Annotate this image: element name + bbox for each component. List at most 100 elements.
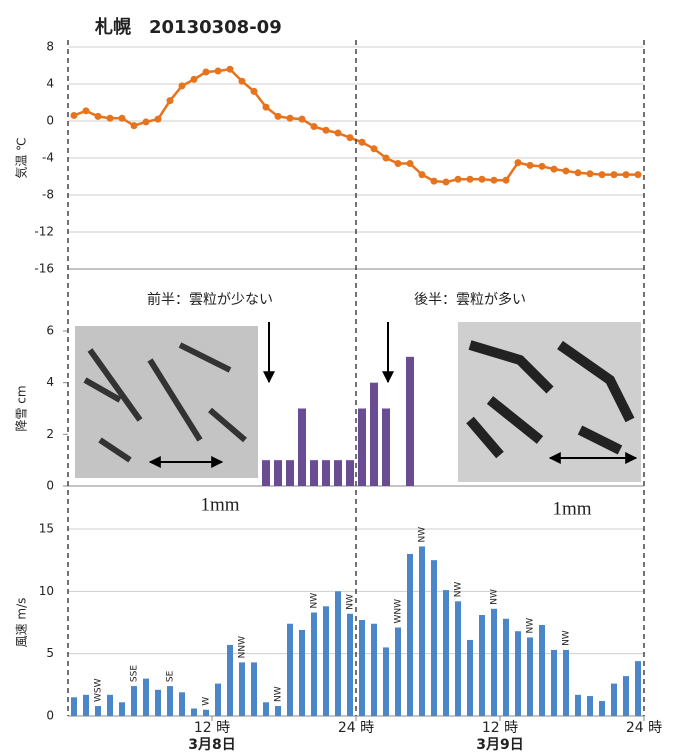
y-tick-label: 6: [46, 324, 54, 338]
bar: [95, 706, 101, 716]
point: [479, 176, 486, 183]
y-tick-label: 0: [46, 479, 54, 493]
point: [95, 113, 102, 120]
bar: [119, 702, 125, 716]
y-tick-label: 0: [46, 114, 54, 128]
bar: [346, 460, 354, 486]
bar: [503, 619, 509, 716]
point: [323, 127, 330, 134]
direction-label: NW: [418, 527, 428, 543]
annotation: 1mm: [552, 498, 591, 519]
direction-label: NW: [526, 618, 536, 634]
y-tick-label: 8: [46, 40, 54, 54]
photo-left: [75, 326, 258, 478]
date-label: 3月9日: [476, 737, 523, 753]
point: [215, 68, 222, 75]
point: [383, 155, 390, 162]
point: [203, 68, 210, 75]
bar: [311, 613, 317, 716]
point: [587, 170, 594, 177]
point: [335, 130, 342, 137]
annotation: 前半：雲粒が少ない: [147, 291, 273, 308]
point: [443, 179, 450, 186]
point: [239, 78, 246, 85]
bar: [131, 686, 137, 716]
direction-label: NW: [310, 593, 320, 609]
bar: [179, 692, 185, 716]
point: [263, 104, 270, 111]
direction-label: NW: [490, 589, 500, 605]
bar: [155, 690, 161, 716]
bar: [167, 686, 173, 716]
chart-title: 札幌 20130308-09: [94, 16, 282, 38]
date-label: 3月8日: [188, 737, 235, 753]
direction-label: SSE: [130, 665, 140, 682]
direction-label: NW: [454, 582, 464, 598]
bar: [623, 676, 629, 716]
y-tick-label: 0: [46, 709, 54, 723]
point: [107, 115, 114, 122]
x-tick-label: 24 時: [338, 720, 374, 736]
bar: [551, 650, 557, 716]
bar: [274, 460, 282, 486]
bar: [347, 614, 353, 716]
bar: [263, 702, 269, 716]
bar: [71, 697, 77, 716]
point: [347, 134, 354, 141]
bar: [322, 460, 330, 486]
point: [167, 97, 174, 104]
bar: [251, 662, 257, 716]
y-tick-label: 4: [46, 375, 54, 389]
point: [551, 166, 558, 173]
point: [467, 176, 474, 183]
bar: [515, 631, 521, 716]
bar: [215, 684, 221, 716]
point: [491, 177, 498, 184]
bar: [143, 679, 149, 716]
bar: [371, 624, 377, 716]
y-tick-label: 10: [39, 584, 54, 598]
point: [575, 169, 582, 176]
point: [563, 167, 570, 174]
bar: [359, 620, 365, 716]
bar: [587, 696, 593, 716]
bar: [323, 606, 329, 716]
point: [179, 82, 186, 89]
bar: [479, 615, 485, 716]
bar: [527, 637, 533, 716]
bar: [382, 409, 390, 487]
y-tick-label: 5: [46, 646, 54, 660]
y-tick-label: 4: [46, 77, 54, 91]
bar: [275, 706, 281, 716]
bar: [419, 546, 425, 716]
direction-label: WSW: [94, 678, 104, 702]
bar: [635, 661, 641, 716]
bar: [203, 710, 209, 716]
bar: [262, 460, 270, 486]
point: [623, 171, 630, 178]
bar: [395, 627, 401, 716]
direction-label: NW: [346, 594, 356, 610]
direction-label: NW: [562, 630, 572, 646]
bar: [191, 709, 197, 716]
y-axis-title: 降雪 cm: [15, 385, 29, 431]
point: [191, 76, 198, 83]
point: [71, 112, 78, 119]
bar: [599, 701, 605, 716]
point: [143, 118, 150, 125]
direction-label: NW: [274, 686, 284, 702]
bar: [370, 383, 378, 486]
point: [155, 116, 162, 123]
bar: [455, 601, 461, 716]
y-axis-title: 気温 ℃: [14, 137, 29, 178]
point: [527, 162, 534, 169]
y-tick-label: -12: [34, 225, 54, 239]
point: [515, 159, 522, 166]
bar: [310, 460, 318, 486]
y-tick-label: 15: [39, 522, 54, 536]
point: [599, 171, 606, 178]
bar: [298, 409, 306, 487]
y-tick-label: -16: [34, 262, 54, 276]
bar: [239, 662, 245, 716]
annotation: 後半：雲粒が多い: [414, 291, 526, 308]
